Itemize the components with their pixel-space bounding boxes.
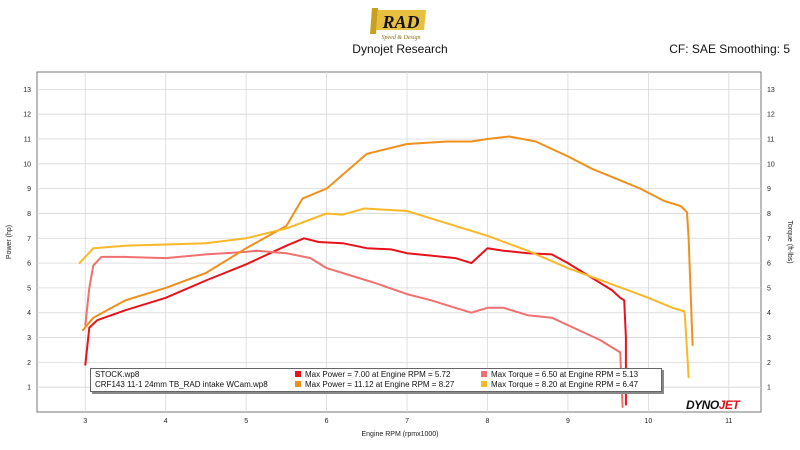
plot-area — [36, 71, 762, 413]
legend-file-stock: STOCK.wp8 — [95, 370, 140, 379]
legend-swatch — [295, 380, 301, 387]
y-tick-label: 13 — [23, 87, 31, 94]
y-tick-label: 8 — [27, 211, 31, 218]
legend-entry-mod-torque: Max Torque = 8.20 at Engine RPM = 6.47 — [481, 380, 638, 390]
x-tick-label: 7 — [405, 418, 409, 425]
legend-entry-stock-power: Max Power = 7.00 at Engine RPM = 5.72 — [295, 370, 450, 380]
y2-tick-label: 3 — [767, 335, 771, 342]
y-tick-label: 2 — [27, 360, 31, 367]
y2-tick-label: 13 — [767, 87, 775, 94]
x-tick-label: 9 — [566, 418, 570, 425]
legend: STOCK.wp8 CRF143 11-1 24mm TB_RAD intake… — [90, 368, 662, 392]
legend-swatch — [481, 370, 487, 377]
y-tick-label: 10 — [23, 161, 31, 168]
series-line-3 — [78, 207, 690, 379]
y-tick-label: 9 — [27, 186, 31, 193]
chart-title: Dynojet Research — [352, 42, 448, 56]
x-tick-label: 4 — [164, 418, 168, 425]
y-axis-title: Power (hp) — [6, 225, 13, 259]
x-axis-title: Engine RPM (rpmx1000) — [361, 431, 438, 438]
y2-tick-label: 7 — [767, 236, 771, 243]
y-tick-label: 3 — [27, 335, 31, 342]
y-tick-label: 1 — [27, 385, 31, 392]
y-tick-label: 12 — [23, 112, 31, 119]
rad-logo: RAD Speed & Design — [370, 8, 426, 41]
x-tick-label: 5 — [244, 418, 248, 425]
y-tick-label: 6 — [27, 261, 31, 268]
y-tick-label: 11 — [24, 137, 31, 144]
y2-tick-label: 2 — [767, 360, 771, 367]
dynojet-logo: DYNOJET — [686, 398, 740, 412]
y-tick-label: 4 — [27, 310, 31, 317]
series-line-1 — [84, 249, 624, 408]
series-lines — [78, 135, 694, 408]
y2-axis-title: Torque (ft-lbs) — [786, 220, 793, 263]
y-tick-label: 7 — [27, 236, 31, 243]
x-tick-label: 6 — [325, 418, 329, 425]
y2-tick-label: 4 — [767, 310, 771, 317]
legend-swatch — [481, 380, 487, 387]
logo-subtext: Speed & Design — [382, 35, 421, 41]
series-line-2 — [81, 135, 694, 346]
legend-entry-stock-torque: Max Torque = 6.50 at Engine RPM = 5.13 — [481, 370, 638, 380]
series-line-0 — [84, 237, 627, 406]
legend-file-mod: CRF143 11-1 24mm TB_RAD intake WCam.wp8 — [95, 380, 268, 389]
y2-tick-label: 9 — [767, 186, 771, 193]
y2-tick-label: 5 — [767, 285, 771, 292]
x-tick-label: 3 — [83, 418, 87, 425]
y2-tick-label: 10 — [767, 161, 775, 168]
y2-tick-label: 8 — [767, 211, 771, 218]
y-tick-label: 5 — [27, 285, 31, 292]
logo-text: RAD — [381, 12, 419, 32]
x-tick-label: 11 — [725, 418, 732, 425]
legend-entry-mod-power: Max Power = 11.12 at Engine RPM = 8.27 — [295, 380, 454, 390]
correction-factor-label: CF: SAE Smoothing: 5 — [669, 42, 790, 56]
y2-tick-label: 6 — [767, 261, 771, 268]
legend-swatch — [295, 370, 301, 377]
y2-tick-label: 1 — [767, 385, 771, 392]
x-tick-label: 8 — [486, 418, 490, 425]
x-tick-label: 10 — [644, 418, 652, 425]
y2-tick-label: 12 — [767, 112, 775, 119]
y2-tick-label: 11 — [767, 137, 774, 144]
